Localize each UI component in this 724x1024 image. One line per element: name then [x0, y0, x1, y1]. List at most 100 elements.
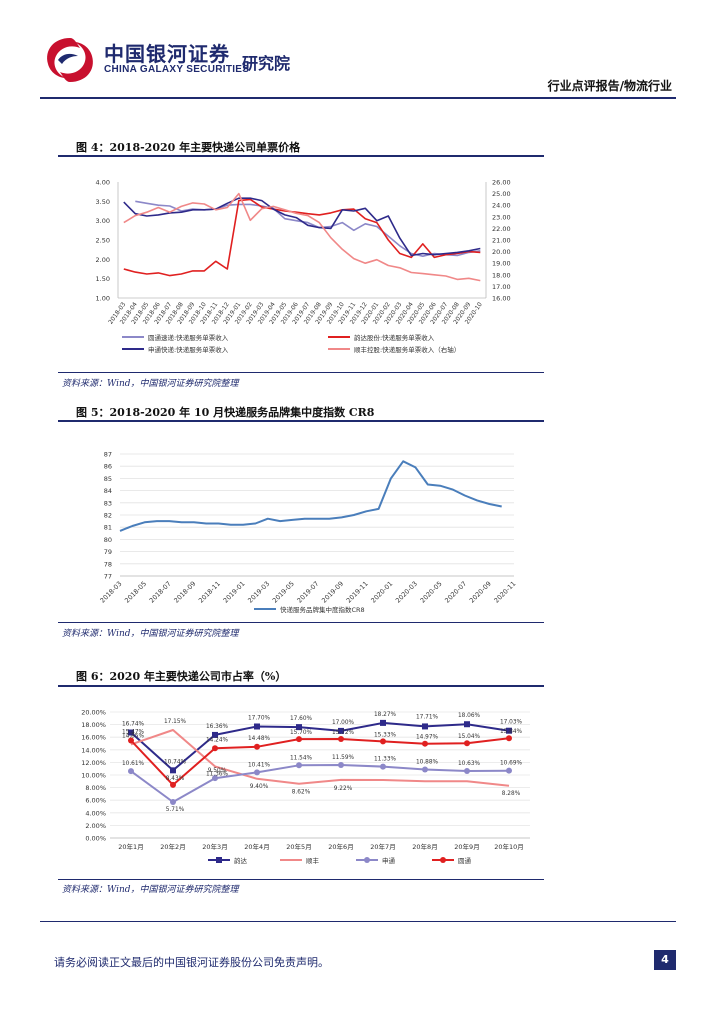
data-label: 14.24% — [206, 737, 229, 743]
figure-6-top-rule — [58, 685, 544, 687]
data-point — [170, 767, 176, 774]
y-tick-label: 85 — [104, 475, 112, 483]
data-label: 17.15% — [164, 719, 187, 725]
cr8-line — [119, 460, 502, 532]
data-label: 14.85% — [122, 733, 145, 739]
data-point — [338, 727, 344, 734]
legend-label: 顺丰 — [306, 856, 320, 865]
legend-marker — [216, 857, 222, 863]
y-right-tick-label: 19.00 — [492, 260, 511, 268]
y-tick-label: 4.00% — [85, 809, 106, 817]
x-tick-label: 20年5月 — [286, 842, 311, 851]
x-tick-label: 2019-03 — [246, 580, 271, 605]
page-header: 中国银河证券 CHINA GALAXY SECURITIES 研究院 行业点评报… — [0, 0, 724, 100]
y-tick-label: 84 — [104, 487, 112, 495]
y-tick-label: 78 — [104, 560, 112, 568]
data-point — [254, 743, 260, 750]
data-label: 10.63% — [458, 761, 481, 767]
y-right-tick-label: 18.00 — [492, 271, 511, 279]
y-tick-label: 16.00% — [81, 734, 106, 742]
figure-4-top-rule — [58, 155, 544, 157]
figure-4-chart: 1.00 1.50 2.00 2.50 3.00 3.50 4.00 16.00 17.00 18… — [96, 179, 511, 355]
legend-label: 韵达 — [234, 856, 248, 865]
data-point — [296, 736, 302, 743]
page-number: 4 — [654, 950, 676, 970]
legend-label: 申通 — [382, 856, 396, 865]
legend-marker — [440, 857, 446, 863]
series-line-2 — [123, 197, 481, 257]
x-tick-label: 2020-05 — [419, 580, 444, 605]
figure-5-bottom-rule — [58, 622, 544, 623]
data-label: 15.33% — [374, 732, 397, 738]
y-tick-label: 82 — [104, 512, 112, 520]
data-point — [464, 768, 470, 775]
data-point — [254, 723, 260, 730]
y-tick-label: 6.00% — [85, 797, 106, 805]
figure-6-chart: 0.00% 2.00% 4.00% 6.00% 8.00% 10.00% 12.00% 14.… — [81, 709, 530, 865]
data-point — [254, 769, 260, 776]
x-tick-label: 20年10月 — [494, 842, 524, 851]
series-line-3 — [130, 737, 510, 786]
data-point — [296, 724, 302, 731]
logo-english-name: CHINA GALAXY SECURITIES — [104, 64, 250, 75]
data-point — [338, 735, 344, 742]
logo-chinese-name: 中国银河证券 — [104, 42, 230, 66]
header-divider — [40, 97, 676, 99]
y-tick-label: 83 — [104, 499, 112, 507]
y-left-tick-label: 1.00 — [96, 295, 110, 303]
data-point — [128, 768, 134, 775]
series-line-1 — [130, 729, 510, 787]
data-label: 17.00% — [332, 720, 355, 726]
data-label: 17.03% — [500, 720, 523, 726]
legend-label: 韵达股份:快递服务单票收入 — [354, 333, 435, 342]
y-left-tick-label: 1.50 — [96, 275, 110, 283]
series-line-2 — [130, 764, 510, 803]
x-tick-label: 20年7月 — [370, 842, 395, 851]
series-line-0 — [135, 200, 481, 257]
data-label: 11.36% — [206, 771, 229, 777]
data-label: 17.71% — [416, 714, 439, 720]
y-right-tick-label: 23.00 — [492, 213, 511, 221]
data-point — [506, 727, 512, 734]
y-left-tick-label: 3.50 — [96, 198, 110, 206]
y-right-tick-label: 22.00 — [492, 225, 511, 233]
data-point — [422, 723, 428, 730]
data-point — [422, 740, 428, 747]
series-line-3 — [123, 192, 481, 282]
series-line-0 — [130, 721, 510, 772]
y-tick-label: 2.00% — [85, 822, 106, 830]
legend-label: 顺丰控股:快递服务单票收入（右轴） — [354, 345, 460, 354]
legend-label: 圆通 — [458, 856, 472, 865]
series-line-1 — [123, 198, 481, 277]
x-tick-label: 2019-09 — [320, 580, 345, 605]
data-label: 10.69% — [500, 761, 523, 767]
company-logo: 中国银河证券 CHINA GALAXY SECURITIES 研究院 — [40, 34, 310, 86]
footer-divider — [40, 921, 676, 922]
x-tick-label: 2019-11 — [345, 580, 370, 605]
y-right-tick-label: 17.00 — [492, 283, 511, 291]
figure-4-bottom-rule — [58, 372, 544, 373]
y-right-tick-label: 25.00 — [492, 190, 511, 198]
data-label: 9.22% — [334, 786, 353, 792]
data-point — [296, 762, 302, 769]
y-tick-label: 80 — [104, 536, 112, 544]
figure-6-source: 资料来源：Wind，中国银河证券研究院整理 — [62, 885, 239, 895]
data-label: 18.27% — [374, 712, 397, 718]
data-label: 16.74% — [122, 722, 145, 728]
x-tick-label: 2020-07 — [443, 580, 468, 605]
y-tick-label: 86 — [104, 463, 112, 471]
data-label: 15.84% — [500, 729, 523, 735]
x-tick-label: 2018-07 — [148, 580, 173, 605]
x-tick-label: 20年4月 — [244, 842, 269, 851]
data-point — [170, 799, 176, 806]
x-tick-label: 20年2月 — [160, 842, 185, 851]
data-label: 15.47% — [122, 730, 145, 736]
x-tick-label: 20年8月 — [412, 842, 437, 851]
y-tick-label: 79 — [104, 548, 112, 556]
y-tick-label: 20.00% — [81, 709, 106, 717]
data-point — [170, 781, 176, 788]
x-tick-label: 2018-11 — [197, 580, 222, 605]
y-right-tick-label: 24.00 — [492, 202, 511, 210]
data-label: 8.28% — [502, 791, 521, 797]
y-left-tick-label: 2.00 — [96, 256, 110, 264]
